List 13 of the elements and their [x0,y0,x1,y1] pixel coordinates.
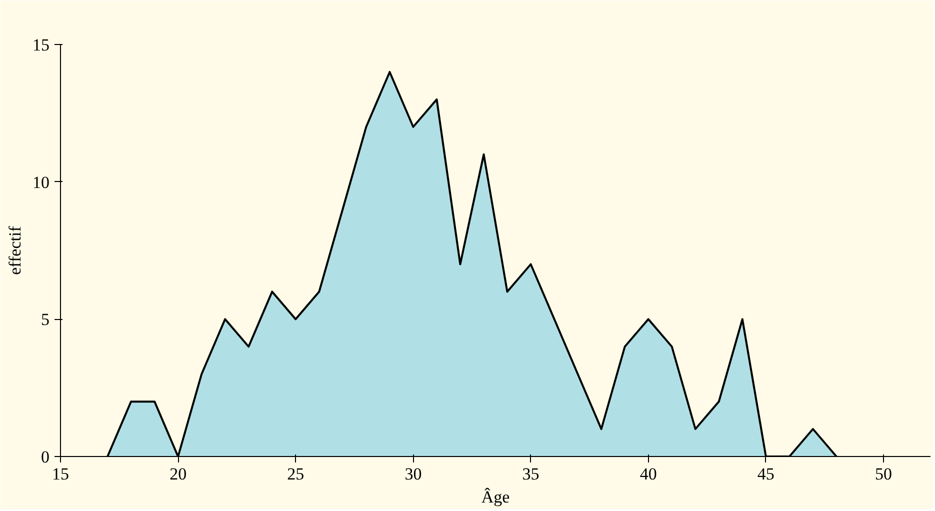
x-tick-label: 40 [640,464,657,484]
x-tick-label: 20 [170,464,187,484]
y-tick-label: 10 [32,172,50,192]
y-tick-label: 0 [41,448,50,466]
x-tick-label: 30 [404,464,422,484]
x-tick-label: 45 [757,464,774,484]
x-tick-label: 25 [287,464,304,484]
x-tick-label: 50 [874,464,892,484]
x-axis-title: Âge [481,488,510,506]
y-axis-title: effectif [6,226,24,275]
x-tick-label: 35 [522,464,540,484]
y-tick-label: 15 [32,36,50,54]
y-tick-label: 5 [41,310,50,330]
